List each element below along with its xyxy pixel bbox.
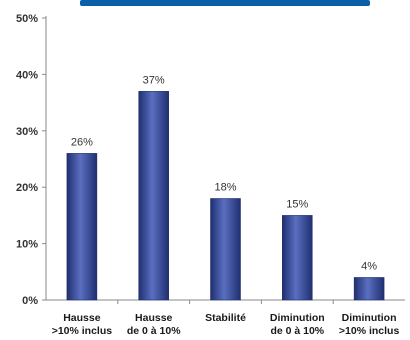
- bar: [353, 277, 385, 301]
- y-tick-label: 0%: [22, 295, 38, 307]
- x-tick-label: Hausse: [63, 312, 101, 324]
- bar: [282, 215, 313, 301]
- bar: [66, 153, 98, 301]
- x-tick-label: >10% inclus: [52, 325, 113, 337]
- y-tick-label: 50%: [16, 13, 38, 25]
- y-tick-label: 20%: [16, 182, 38, 194]
- data-label: 15%: [286, 198, 308, 210]
- data-label: 26%: [71, 136, 93, 148]
- data-label: 18%: [214, 181, 236, 193]
- x-tick-label: de 0 à 10%: [270, 325, 324, 337]
- x-tick-label: Diminution: [342, 312, 397, 324]
- y-tick-label: 30%: [16, 126, 38, 138]
- x-tick-label: Diminution: [270, 312, 325, 324]
- x-tick-label: >10% inclus: [339, 325, 400, 337]
- x-tick-label: Stabilité: [205, 312, 246, 324]
- data-label: 4%: [361, 260, 377, 272]
- data-label: 37%: [143, 74, 165, 86]
- bar: [210, 198, 241, 301]
- y-tick-label: 40%: [16, 69, 38, 81]
- x-tick-label: Hausse: [135, 312, 173, 324]
- title-band: [80, 0, 370, 6]
- data-labels: 26% 37% 18% 15% 4%: [71, 74, 377, 272]
- bar: [138, 91, 169, 301]
- bars: [66, 91, 385, 301]
- x-tick-label: de 0 à 10%: [127, 325, 181, 337]
- axes: 0%10%20%30%40%50%Hausse>10% inclusHausse…: [16, 13, 405, 337]
- y-tick-label: 10%: [16, 239, 38, 251]
